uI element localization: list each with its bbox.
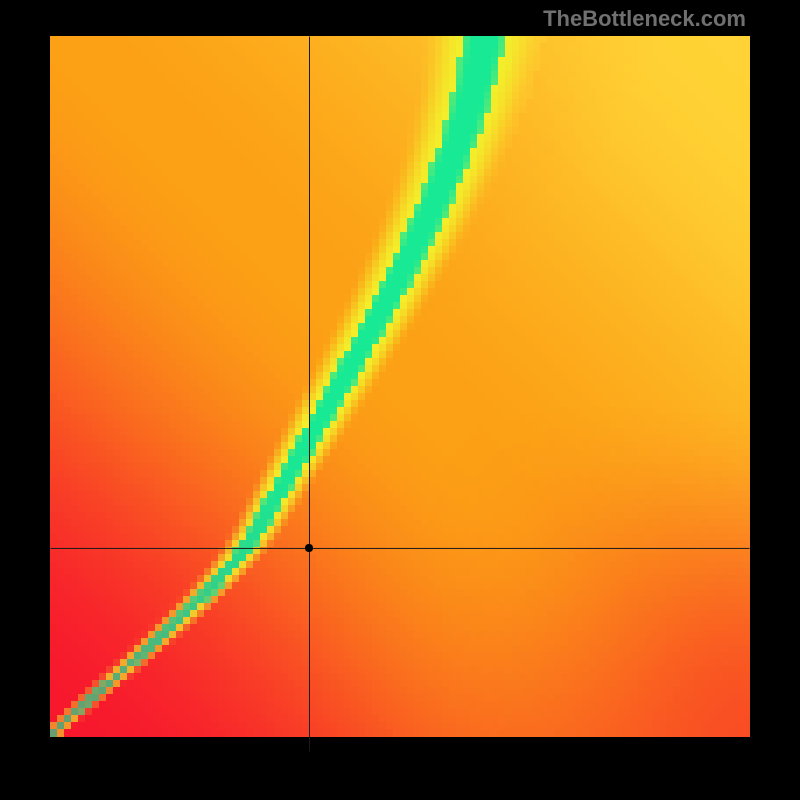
chart-container: TheBottleneck.com bbox=[0, 0, 800, 800]
watermark-text: TheBottleneck.com bbox=[543, 6, 746, 32]
bottleneck-heatmap bbox=[50, 36, 750, 752]
